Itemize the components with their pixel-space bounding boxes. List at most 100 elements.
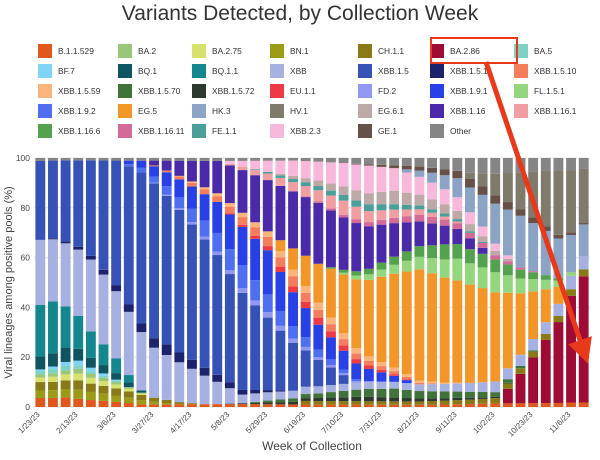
bar-segment-xbb-1-16-11 (401, 216, 412, 223)
bar-segment-xbb-1-9-2 (187, 208, 197, 223)
bar-segment-xbb-1-5-72 (427, 398, 437, 402)
bar-segment-fd-2 (313, 357, 324, 360)
bar-segment-xbb-2-3 (452, 197, 463, 211)
bar-segment-eg-5 (326, 268, 336, 318)
bar-segment-eu-1-1 (389, 374, 400, 376)
bar-segment-xbb-1-5-59 (376, 362, 387, 367)
bar-segment-ge-1 (540, 226, 551, 231)
bar-segment-xbb-1-16-11 (300, 196, 311, 198)
bar-segment-xbb-2-3 (237, 160, 248, 167)
legend-swatch (270, 44, 284, 58)
bar-segment-eg-6-1 (452, 210, 463, 220)
bar-segment-xbb-1-9-1 (363, 368, 374, 382)
legend-item-xbb-1-5-10: XBB.1.5.10 (514, 64, 576, 78)
bar-segment-xbb-1-5-59 (199, 187, 210, 190)
bar-segment-xbb-1-5-1 (60, 241, 71, 244)
bar-segment-xbb-1-5-59 (439, 382, 450, 384)
chart-title: Variants Detected, by Collection Week (121, 2, 479, 25)
bar-segment-eg-5 (401, 271, 412, 375)
bar-segment-xbb-1-5-10 (427, 383, 437, 385)
bar-segment-xbb-1-9-2 (275, 310, 286, 326)
bar-segment-other (363, 158, 374, 165)
legend-swatch (118, 44, 132, 58)
bar-segment-xbb-2-3 (313, 161, 324, 181)
bar-segment-eg-6-1 (502, 259, 513, 262)
bar-segment-eg-5 (490, 292, 501, 382)
legend-label: FE.1.1 (212, 126, 237, 136)
bar-segment-ba-2-86 (553, 322, 564, 403)
bar-segment-xbb-1-16-6 (490, 259, 501, 273)
bar-segment-xbb-1-16 (338, 217, 349, 270)
bar-segment-ge-1 (376, 164, 387, 167)
legend-swatch (38, 124, 52, 138)
bar-segment-other (427, 158, 437, 168)
bar-segment-eg-5 (465, 284, 475, 383)
legend-label: EG.6.1 (378, 106, 405, 116)
bar-segment-other (326, 158, 336, 163)
bar-segment-bq-1 (98, 365, 109, 374)
legend-label: FL.1.5.1 (534, 86, 565, 96)
bar-segment-xbb-1-16 (262, 180, 273, 232)
bar-segment-xbb-1-9-1 (376, 372, 387, 382)
bar-segment-xbb-2-3 (465, 212, 475, 225)
bar-segment-b-1-1-529 (199, 404, 210, 407)
bar-segment-xbb-1-5-72 (338, 397, 349, 402)
bar-segment-xbb-1-9-2 (338, 369, 349, 374)
bar-segment-other (465, 158, 475, 173)
legend-item-xbb-1-5-59: XBB.1.5.59 (38, 84, 100, 98)
bar-segment-xbb-2-3 (262, 160, 273, 172)
bar-segment-xbb-1-5 (48, 160, 58, 239)
bar-segment-xbb-1-5-72 (363, 396, 374, 402)
bar-segment-xbb-1-16 (275, 185, 286, 241)
legend-item-ba-2: BA.2 (118, 44, 156, 58)
bar-segment-bf-7 (85, 367, 96, 372)
legend-swatch (270, 104, 284, 118)
bar-segment-xbb-1-9-2 (250, 280, 261, 301)
bar-segment-ba-2-86 (578, 276, 589, 403)
legend-label: XBB.2.3 (290, 126, 321, 136)
legend-item-b-1-1-529: B.1.1.529 (38, 44, 94, 58)
x-tick-label: 7/10/23 (320, 410, 346, 436)
bar-segment-ch-1-1 (174, 402, 185, 405)
bar-segment-ba-2-75 (35, 377, 46, 383)
bar-segment-bq-1-1 (48, 301, 58, 354)
bar-segment-other (73, 158, 84, 161)
bar-segment-bn-1 (136, 400, 147, 405)
bar-segment-eu-1-1 (275, 267, 286, 272)
bar-segment-hk-3 (401, 169, 412, 173)
bar-segment-xbb-1-5-10 (313, 309, 324, 318)
bar-segment-hk-3 (540, 230, 551, 276)
bar-segment-fl-1-5-1 (389, 264, 400, 274)
bar-segment-xbb-1-5-70 (326, 392, 336, 398)
legend-label: XBB.1.5 (378, 66, 409, 76)
bar-segment-fl-1-5-1 (401, 260, 412, 272)
bar-segment-other (85, 158, 96, 161)
bar-segment-eu-1-1 (376, 369, 387, 373)
bar-segment-xbb-1-16-1 (224, 163, 235, 166)
bar-segment-xbb (338, 383, 349, 391)
legend-label: HK.3 (212, 106, 231, 116)
bar-segment-ch-1-1 (161, 399, 172, 404)
legend-label: XBB.1.9.2 (58, 106, 96, 116)
bar-segment-eg-6-1 (389, 190, 400, 205)
legend-item-bn-1: BN.1 (270, 44, 309, 58)
legend-swatch (514, 104, 528, 118)
bar-segment-fe-1-1 (288, 179, 298, 183)
bar-segment-b-1-1-529 (224, 404, 235, 407)
bar-segment-eg-5 (300, 255, 311, 287)
bar-segment-ch-1-1 (363, 401, 374, 405)
bar-segment-xbb (250, 393, 261, 402)
legend-swatch (430, 64, 444, 78)
bar-segment-eg-6-1 (477, 236, 488, 243)
bar-segment-xbb-1-5 (73, 160, 84, 247)
bar-segment-xbb-1-9-1 (288, 292, 298, 327)
bar-segment-xbb (427, 384, 437, 392)
bar-segment-xbb-1-16-6 (553, 278, 564, 281)
bar-segment-xbb-1-5-1 (275, 390, 286, 392)
bar-segment-b-1-1-529 (237, 404, 248, 407)
bar-segment-xbb-1-9-1 (123, 160, 134, 165)
bar-segment-other (540, 158, 551, 171)
bar-segment-bn-1 (98, 393, 109, 401)
bar-segment-xbb-1-5-1 (237, 389, 248, 395)
bar-segment-eg-5 (427, 273, 437, 382)
